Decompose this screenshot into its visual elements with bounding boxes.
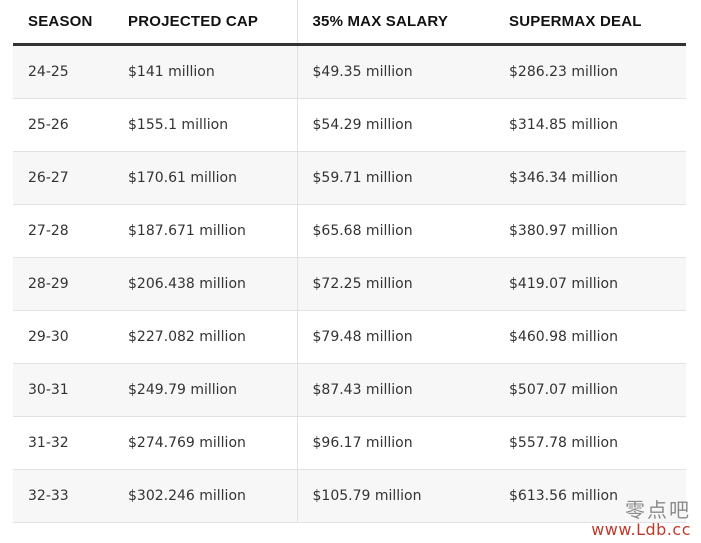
cell-season: 28-29: [13, 257, 113, 311]
cell-supermax-deal: $419.07 million: [494, 257, 686, 311]
cell-season: 27-28: [13, 204, 113, 258]
cell-max-salary: $65.68 million: [297, 204, 494, 258]
cell-season: 25-26: [13, 98, 113, 152]
cell-supermax-deal: $314.85 million: [494, 98, 686, 152]
header-projected-cap: PROJECTED CAP: [113, 0, 298, 46]
cell-projected-cap: $274.769 million: [113, 416, 298, 470]
cell-projected-cap: $170.61 million: [113, 151, 298, 205]
table-row: 32-33 $302.246 million $105.79 million $…: [13, 469, 686, 523]
cell-max-salary: $54.29 million: [297, 98, 494, 152]
table-row: 24-25 $141 million $49.35 million $286.2…: [13, 44, 686, 99]
salary-cap-table: SEASON PROJECTED CAP 35% MAX SALARY SUPE…: [13, 0, 686, 523]
cell-max-salary: $87.43 million: [297, 363, 494, 417]
cell-season: 32-33: [13, 469, 113, 523]
cell-max-salary: $79.48 million: [297, 310, 494, 364]
cell-projected-cap: $155.1 million: [113, 98, 298, 152]
cell-projected-cap: $227.082 million: [113, 310, 298, 364]
cell-season: 26-27: [13, 151, 113, 205]
table-row: 28-29 $206.438 million $72.25 million $4…: [13, 257, 686, 311]
header-max-salary: 35% MAX SALARY: [297, 0, 494, 46]
cell-supermax-deal: $380.97 million: [494, 204, 686, 258]
table-row: 27-28 $187.671 million $65.68 million $3…: [13, 204, 686, 258]
table-row: 31-32 $274.769 million $96.17 million $5…: [13, 416, 686, 470]
cell-projected-cap: $302.246 million: [113, 469, 298, 523]
watermark-url: www.Ldb.cc: [591, 520, 691, 540]
cell-supermax-deal: $286.23 million: [494, 44, 686, 99]
cell-projected-cap: $206.438 million: [113, 257, 298, 311]
cell-supermax-deal: $557.78 million: [494, 416, 686, 470]
header-season: SEASON: [13, 0, 113, 46]
table-row: 26-27 $170.61 million $59.71 million $34…: [13, 151, 686, 205]
table-header-row: SEASON PROJECTED CAP 35% MAX SALARY SUPE…: [13, 0, 686, 46]
cell-max-salary: $105.79 million: [297, 469, 494, 523]
cell-projected-cap: $187.671 million: [113, 204, 298, 258]
cell-max-salary: $96.17 million: [297, 416, 494, 470]
cell-supermax-deal: $613.56 million: [494, 469, 686, 523]
cell-supermax-deal: $507.07 million: [494, 363, 686, 417]
cell-season: 24-25: [13, 44, 113, 99]
cell-season: 29-30: [13, 310, 113, 364]
table-row: 30-31 $249.79 million $87.43 million $50…: [13, 363, 686, 417]
table-row: 29-30 $227.082 million $79.48 million $4…: [13, 310, 686, 364]
table-row: 25-26 $155.1 million $54.29 million $314…: [13, 98, 686, 152]
cell-max-salary: $59.71 million: [297, 151, 494, 205]
cell-season: 31-32: [13, 416, 113, 470]
cell-supermax-deal: $346.34 million: [494, 151, 686, 205]
cell-max-salary: $49.35 million: [297, 44, 494, 99]
cell-max-salary: $72.25 million: [297, 257, 494, 311]
cell-projected-cap: $141 million: [113, 44, 298, 99]
cell-supermax-deal: $460.98 million: [494, 310, 686, 364]
cell-season: 30-31: [13, 363, 113, 417]
header-supermax-deal: SUPERMAX DEAL: [494, 0, 686, 46]
cell-projected-cap: $249.79 million: [113, 363, 298, 417]
